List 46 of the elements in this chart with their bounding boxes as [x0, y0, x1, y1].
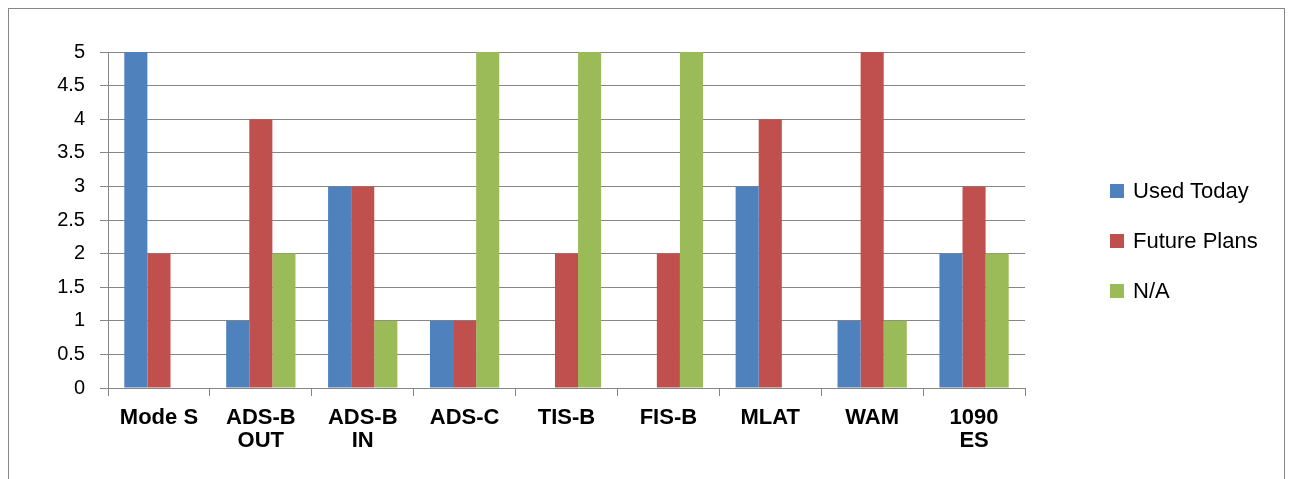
x-tick-label: 1090 ES [949, 403, 999, 452]
bar [679, 52, 704, 388]
y-tick-label: 2.5 [57, 207, 85, 230]
y-tick-label: 0.5 [57, 341, 85, 364]
bar [883, 320, 907, 388]
y-tick-label: 3 [73, 173, 85, 196]
x-tick-label: WAM [845, 403, 900, 429]
x-tick-label: ADS-C [429, 403, 500, 429]
y-tick-label: 3.5 [57, 140, 85, 163]
x-tick-label: MLAT [740, 403, 801, 429]
bar [735, 186, 759, 388]
x-tick-label: ADS-B OUT [226, 403, 296, 452]
y-tick-label: 4 [73, 106, 85, 129]
y-tick-label: 0 [73, 375, 85, 398]
legend-label: N/A [1133, 278, 1170, 304]
y-tick-label: 1 [73, 308, 85, 331]
legend-label: Used Today [1133, 178, 1249, 204]
bar [124, 52, 148, 388]
y-tick-label: 1.5 [57, 274, 85, 297]
x-tick-label: ADS-B IN [327, 403, 398, 452]
bar [985, 253, 1009, 388]
y-tick-label: 5 [73, 39, 85, 62]
bar [147, 253, 171, 388]
bar [656, 253, 680, 388]
bar [860, 52, 884, 388]
bar [758, 119, 782, 388]
bar [374, 320, 398, 388]
bar [351, 186, 375, 388]
bar [453, 320, 477, 388]
x-tick-label: FIS-B [639, 403, 698, 429]
bar [429, 320, 454, 388]
bar [272, 253, 296, 388]
x-tick-label: Mode S [119, 403, 199, 429]
y-tick-label: 2 [73, 241, 85, 264]
bar [249, 119, 273, 388]
bar [328, 186, 352, 388]
bar [554, 253, 579, 388]
bar [226, 320, 250, 388]
bar [578, 52, 602, 388]
bar [939, 253, 963, 388]
bar [476, 52, 500, 388]
legend-label: Future Plans [1133, 228, 1258, 254]
y-tick-label: 4.5 [57, 73, 85, 96]
x-tick-label: TIS-B [537, 403, 596, 429]
bar [837, 320, 861, 388]
bar [962, 186, 986, 388]
